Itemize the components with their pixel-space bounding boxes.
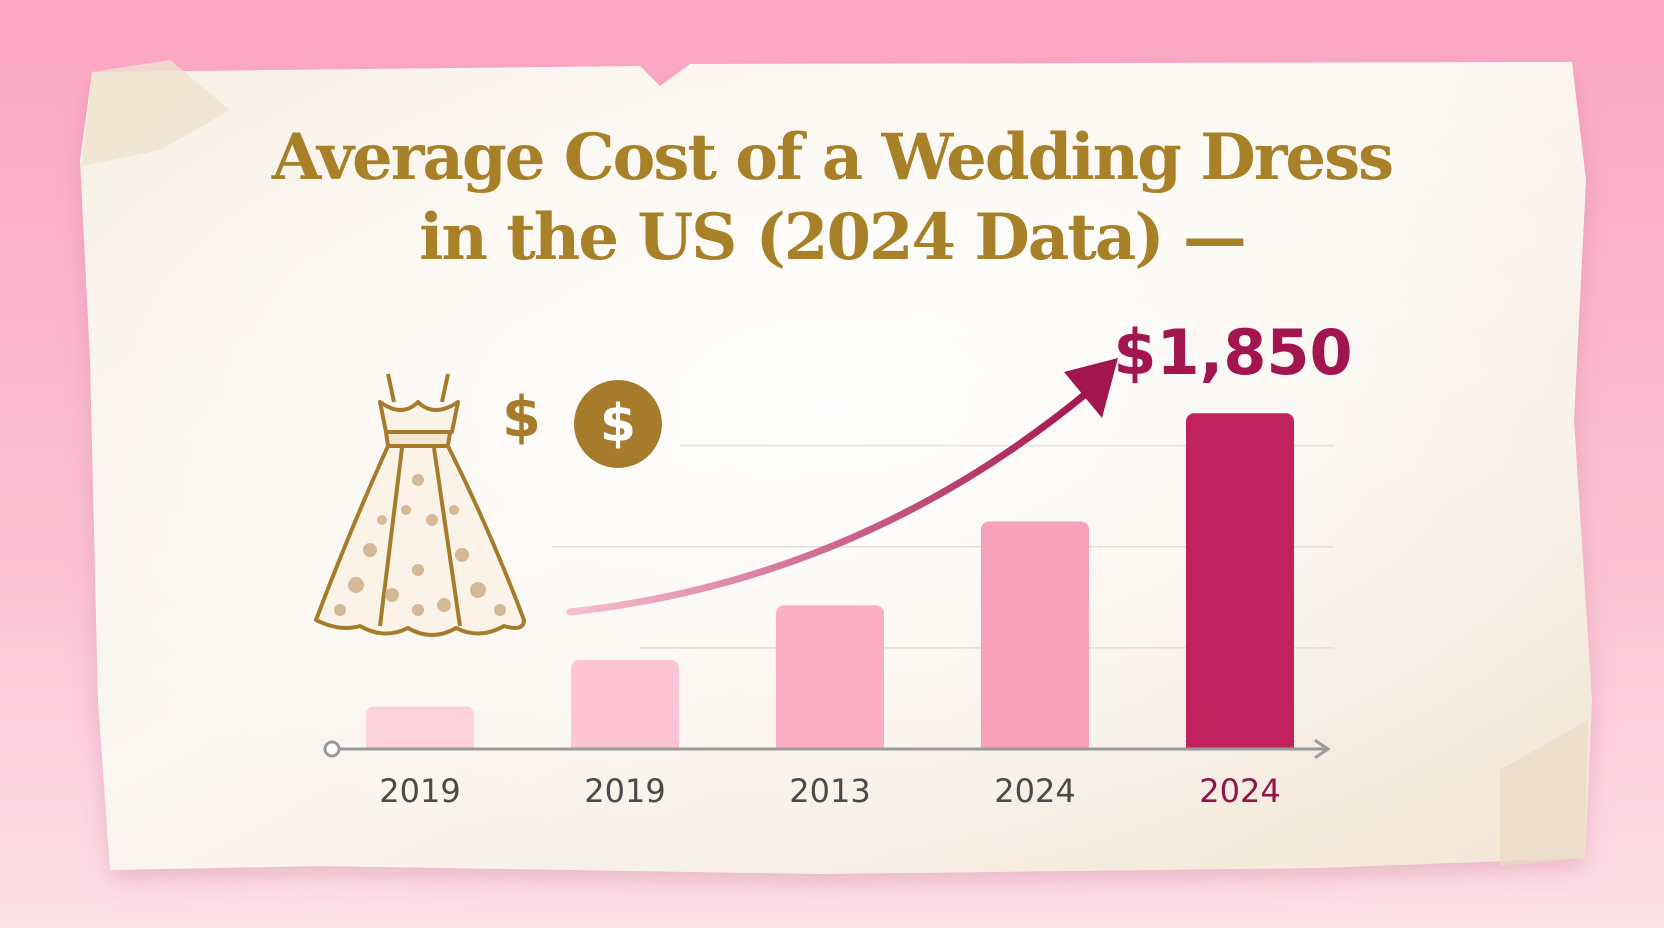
title-line-1: Average Cost of a Wedding Dress	[271, 120, 1394, 195]
chart-title: Average Cost of a Wedding Dress in the U…	[0, 118, 1664, 278]
bar-base	[366, 739, 474, 749]
bar-base	[981, 739, 1089, 749]
bar	[366, 706, 474, 749]
x-tick-label: 2024	[1199, 772, 1280, 810]
x-tick-label: 2019	[379, 772, 460, 810]
wedding-dress-icon	[314, 373, 526, 637]
bar	[1186, 413, 1294, 749]
bar-base	[1186, 739, 1294, 749]
trend-arrow-line	[566, 388, 1092, 616]
bar-base	[571, 739, 679, 749]
bar-base	[776, 739, 884, 749]
bar	[571, 660, 679, 749]
x-axis-origin-marker	[323, 740, 341, 758]
x-tick-label: 2013	[789, 772, 870, 810]
x-tick-label: 2024	[994, 772, 1075, 810]
bar	[981, 521, 1089, 749]
x-tick-label: 2019	[584, 772, 665, 810]
trend-arrow-head	[1064, 358, 1118, 418]
bar	[776, 605, 884, 749]
dollar-sign-icon: $	[502, 385, 541, 450]
value-label: $1,850	[1113, 316, 1352, 389]
x-axis-arrowhead	[1314, 739, 1331, 759]
dollar-coin-icon: $	[574, 380, 662, 468]
title-line-2: in the US (2024 Data) —	[419, 200, 1247, 275]
